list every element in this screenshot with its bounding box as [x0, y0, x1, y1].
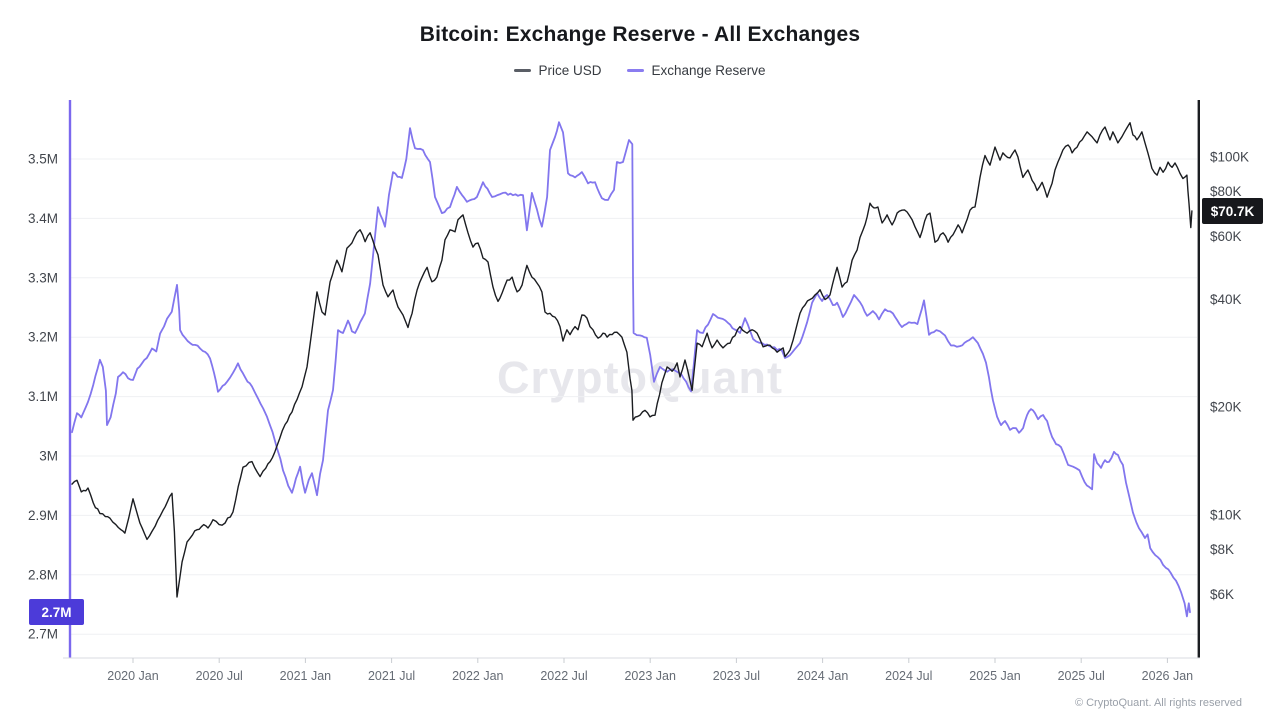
x-tick-label: 2026 Jan [1142, 669, 1193, 683]
price-axis-tick-label: $10K [1210, 508, 1242, 523]
reserve-axis-tick-label: 3.5M [28, 152, 58, 167]
price-value-badge: $70.7K [1202, 198, 1263, 224]
left-axis-line [68, 100, 72, 658]
reserve-axis-tick-label: 2.7M [28, 627, 58, 642]
price-axis-tick-label: $60K [1210, 229, 1242, 244]
right-axis-line [1197, 100, 1200, 658]
reserve-axis-tick-label: 3.3M [28, 270, 58, 285]
series-exchange-reserve[interactable] [71, 121, 1191, 618]
reserve-axis-tick-label: 3M [39, 449, 58, 464]
x-tick-label: 2021 Jan [280, 669, 331, 683]
price-axis-tick-label: $20K [1210, 400, 1242, 415]
legend: Price USD Exchange Reserve [0, 63, 1280, 78]
x-tick-label: 2024 Jan [797, 669, 848, 683]
legend-marker [514, 69, 532, 72]
x-tick-label: 2022 Jan [452, 669, 503, 683]
price-axis-tick-label: $80K [1210, 184, 1242, 199]
price-axis-tick-label: $8K [1210, 542, 1234, 557]
x-tick-label: 2025 Jul [1058, 669, 1105, 683]
series-price-usd[interactable] [71, 122, 1193, 598]
legend-label: Price USD [538, 63, 602, 78]
reserve-axis-tick-label: 3.1M [28, 389, 58, 404]
legend-marker [627, 69, 645, 72]
legend-item-exchange-reserve[interactable]: Exchange Reserve [627, 63, 766, 78]
reserve-axis-tick-label: 2.8M [28, 567, 58, 582]
reserve-axis-tick-label: 3.2M [28, 330, 58, 345]
reserve-axis-tick-label: 2.9M [28, 508, 58, 523]
x-tick-label: 2020 Jul [196, 669, 243, 683]
legend-label: Exchange Reserve [651, 63, 766, 78]
x-tick-label: 2022 Jul [540, 669, 587, 683]
price-axis-tick-label: $100K [1210, 150, 1249, 165]
reserve-value-badge: 2.7M [29, 599, 84, 625]
copyright-note: © CryptoQuant. All rights reserved [1074, 697, 1242, 709]
price-axis-tick-label: $40K [1210, 292, 1242, 307]
x-tick-label: 2025 Jan [969, 669, 1020, 683]
legend-item-price-usd[interactable]: Price USD [514, 63, 601, 78]
chart-title: Bitcoin: Exchange Reserve - All Exchange… [419, 23, 861, 46]
x-tick-label: 2024 Jul [885, 669, 932, 683]
x-tick-label: 2021 Jul [368, 669, 415, 683]
x-tick-label: 2020 Jan [107, 669, 158, 683]
x-tick-label: 2023 Jan [624, 669, 675, 683]
cryptoquant-watermark: CryptoQuant [497, 352, 783, 403]
reserve-axis-tick-label: 3.4M [28, 211, 58, 226]
price-axis-tick-label: $6K [1210, 587, 1234, 602]
x-tick-label: 2023 Jul [713, 669, 760, 683]
